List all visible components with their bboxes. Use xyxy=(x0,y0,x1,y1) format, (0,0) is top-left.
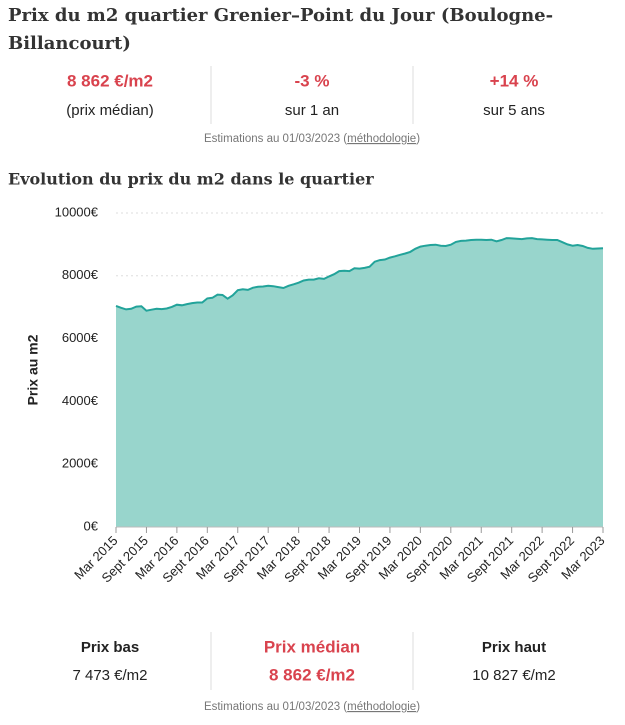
stat-value: 8 862 €/m2 xyxy=(67,71,153,90)
stat-label: sur 5 ans xyxy=(483,102,545,119)
y-axis-label: Prix au m2 xyxy=(25,334,41,405)
chart-title: Evolution du prix du m2 dans le quartier xyxy=(8,170,374,189)
stat-value: -3 % xyxy=(295,71,330,90)
note: Estimations au 01/03/2023 (méthodologie) xyxy=(204,701,420,713)
stat-value: 8 862 €/m2 xyxy=(269,665,355,684)
line xyxy=(115,237,604,312)
note: Estimations au 01/03/2023 (méthodologie) xyxy=(204,133,420,145)
page-title: Prix du m2 quartier Grenier–Point du Jou… xyxy=(8,5,553,26)
stat-value: 7 473 €/m2 xyxy=(72,667,147,684)
stat-label: (prix médian) xyxy=(66,102,154,119)
y-tick-label: 8000€ xyxy=(62,267,99,282)
note-text: ) xyxy=(416,701,420,713)
stat-value: +14 % xyxy=(490,71,539,90)
y-tick-label: 6000€ xyxy=(62,330,99,345)
stat-label: sur 1 an xyxy=(285,102,339,119)
stat-label: Prix haut xyxy=(482,639,546,656)
stat-label: Prix bas xyxy=(81,639,139,656)
y-tick-label: 10000€ xyxy=(55,204,99,219)
stat-value: 10 827 €/m2 xyxy=(472,667,555,684)
page-title: Billancourt) xyxy=(8,33,131,54)
link[interactable]: méthodologie xyxy=(347,701,416,713)
note-text: Estimations au 01/03/2023 ( xyxy=(204,133,347,145)
y-tick-label: 4000€ xyxy=(62,393,99,408)
y-tick-label: 2000€ xyxy=(62,456,99,471)
stat-label: Prix médian xyxy=(264,637,360,656)
note-text: ) xyxy=(416,133,420,145)
area xyxy=(116,238,603,527)
note-text: Estimations au 01/03/2023 ( xyxy=(204,701,347,713)
link[interactable]: méthodologie xyxy=(347,133,416,145)
y-tick-label: 0€ xyxy=(84,518,99,533)
